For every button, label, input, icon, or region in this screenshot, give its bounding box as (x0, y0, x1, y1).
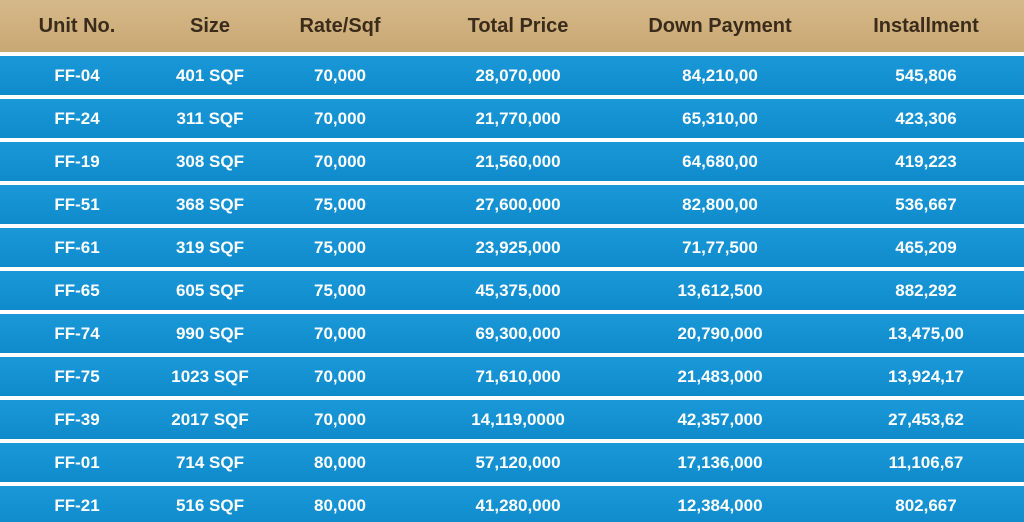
cell-rate-sqf: 70,000 (314, 65, 366, 85)
cell-total-price: 23,925,000 (475, 237, 561, 257)
cell-rate-sqf: 70,000 (314, 108, 366, 128)
cell-down-payment: 84,210,00 (682, 65, 758, 85)
cell-installment: 465,209 (895, 237, 957, 257)
cell-down-payment: 82,800,00 (682, 194, 758, 214)
table-row: FF-24 311 SQF 70,000 21,770,000 65,310,00 423… (0, 99, 1024, 138)
cell-installment: 882,292 (895, 280, 957, 300)
cell-size: 368 SQF (175, 194, 245, 214)
cell-rate-sqf: 70,000 (314, 409, 366, 429)
cell-total-price: 71,610,000 (475, 366, 561, 386)
cell-down-payment: 21,483,000 (677, 366, 763, 386)
cell-size: 401 SQF (175, 65, 245, 85)
cell-size: 714 SQF (175, 452, 245, 472)
table-row: FF-65 605 SQF 75,000 45,375,000 13,612,500 88… (0, 271, 1024, 310)
cell-rate-sqf: 75,000 (314, 280, 366, 300)
cell-rate-sqf: 80,000 (314, 495, 366, 515)
table-row: FF-01 714 SQF 80,000 57,120,000 17,136,000 11… (0, 443, 1024, 482)
header-size: Size (189, 14, 231, 37)
cell-down-payment: 64,680,00 (682, 151, 758, 171)
cell-total-price: 57,120,000 (475, 452, 561, 472)
table-row: FF-74 990 SQF 70,000 69,300,000 20,790,000 13… (0, 314, 1024, 353)
cell-unit-no: FF-61 (54, 237, 100, 257)
cell-size: 308 SQF (175, 151, 245, 171)
cell-unit-no: FF-24 (54, 108, 100, 128)
cell-unit-no: FF-74 (54, 323, 100, 343)
cell-unit-no: FF-19 (54, 151, 100, 171)
cell-installment: 423,306 (895, 108, 957, 128)
cell-installment: 802,667 (895, 495, 957, 515)
cell-rate-sqf: 70,000 (314, 323, 366, 343)
cell-size: 1023 SQF (171, 366, 249, 386)
cell-unit-no: FF-39 (54, 409, 100, 429)
header-unit-no: Unit No. (38, 14, 116, 37)
cell-down-payment: 71,77,500 (682, 237, 758, 257)
cell-total-price: 14,119,0000 (471, 409, 565, 429)
cell-total-price: 27,600,000 (475, 194, 561, 214)
cell-unit-no: FF-65 (54, 280, 100, 300)
cell-total-price: 69,300,000 (475, 323, 561, 343)
cell-rate-sqf: 75,000 (314, 194, 366, 214)
cell-size: 319 SQF (175, 237, 245, 257)
cell-installment: 13,475,00 (888, 323, 964, 343)
cell-size: 990 SQF (175, 323, 245, 343)
cell-installment: 536,667 (895, 194, 957, 214)
cell-installment: 11,106,67 (888, 452, 964, 472)
cell-down-payment: 17,136,000 (677, 452, 763, 472)
cell-total-price: 28,070,000 (475, 65, 561, 85)
cell-rate-sqf: 70,000 (314, 366, 366, 386)
cell-size: 311 SQF (176, 108, 244, 128)
cell-total-price: 21,560,000 (475, 151, 561, 171)
cell-down-payment: 20,790,000 (677, 323, 763, 343)
cell-size: 605 SQF (175, 280, 245, 300)
cell-down-payment: 12,384,000 (677, 495, 763, 515)
table-row: FF-04 401 SQF 70,000 28,070,000 84,210,00 545… (0, 56, 1024, 95)
header-down-payment: Down Payment (648, 14, 792, 37)
cell-unit-no: FF-21 (54, 495, 100, 515)
cell-rate-sqf: 80,000 (314, 452, 366, 472)
cell-installment: 27,453,62 (888, 409, 964, 429)
cell-rate-sqf: 70,000 (314, 151, 366, 171)
cell-unit-no: FF-04 (54, 65, 100, 85)
table-row: FF-39 2017 SQF 70,000 14,119,0000 42,357,000… (0, 400, 1024, 439)
header-total-price: Total Price (467, 14, 569, 37)
cell-total-price: 21,770,000 (475, 108, 561, 128)
table-row: FF-61 319 SQF 75,000 23,925,000 71,77,500 465… (0, 228, 1024, 267)
cell-installment: 545,806 (895, 65, 957, 85)
table-header-row: Unit No. Size Rate/Sqf Total Price Down Paym… (0, 0, 1024, 52)
cell-down-payment: 42,357,000 (677, 409, 763, 429)
table-row: FF-19 308 SQF 70,000 21,560,000 64,680,00 419… (0, 142, 1024, 181)
cell-size: 2017 SQF (171, 409, 249, 429)
cell-total-price: 41,280,000 (475, 495, 561, 515)
cell-unit-no: FF-51 (54, 194, 100, 214)
cell-installment: 13,924,17 (888, 366, 964, 386)
cell-unit-no: FF-01 (54, 452, 100, 472)
cell-rate-sqf: 75,000 (314, 237, 366, 257)
cell-total-price: 45,375,000 (475, 280, 561, 300)
cell-down-payment: 65,310,00 (682, 108, 758, 128)
cell-size: 516 SQF (175, 495, 245, 515)
cell-down-payment: 13,612,500 (677, 280, 763, 300)
table-row: FF-21 516 SQF 80,000 41,280,000 12,384,000 80… (0, 486, 1024, 522)
cell-installment: 419,223 (895, 151, 957, 171)
cell-unit-no: FF-75 (54, 366, 100, 386)
table-row: FF-75 1023 SQF 70,000 71,610,000 21,483,000 1… (0, 357, 1024, 396)
header-installment: Installment (873, 14, 979, 37)
table-row: FF-51 368 SQF 75,000 27,600,000 82,800,00 536… (0, 185, 1024, 224)
header-rate-sqf: Rate/Sqf (299, 14, 381, 37)
